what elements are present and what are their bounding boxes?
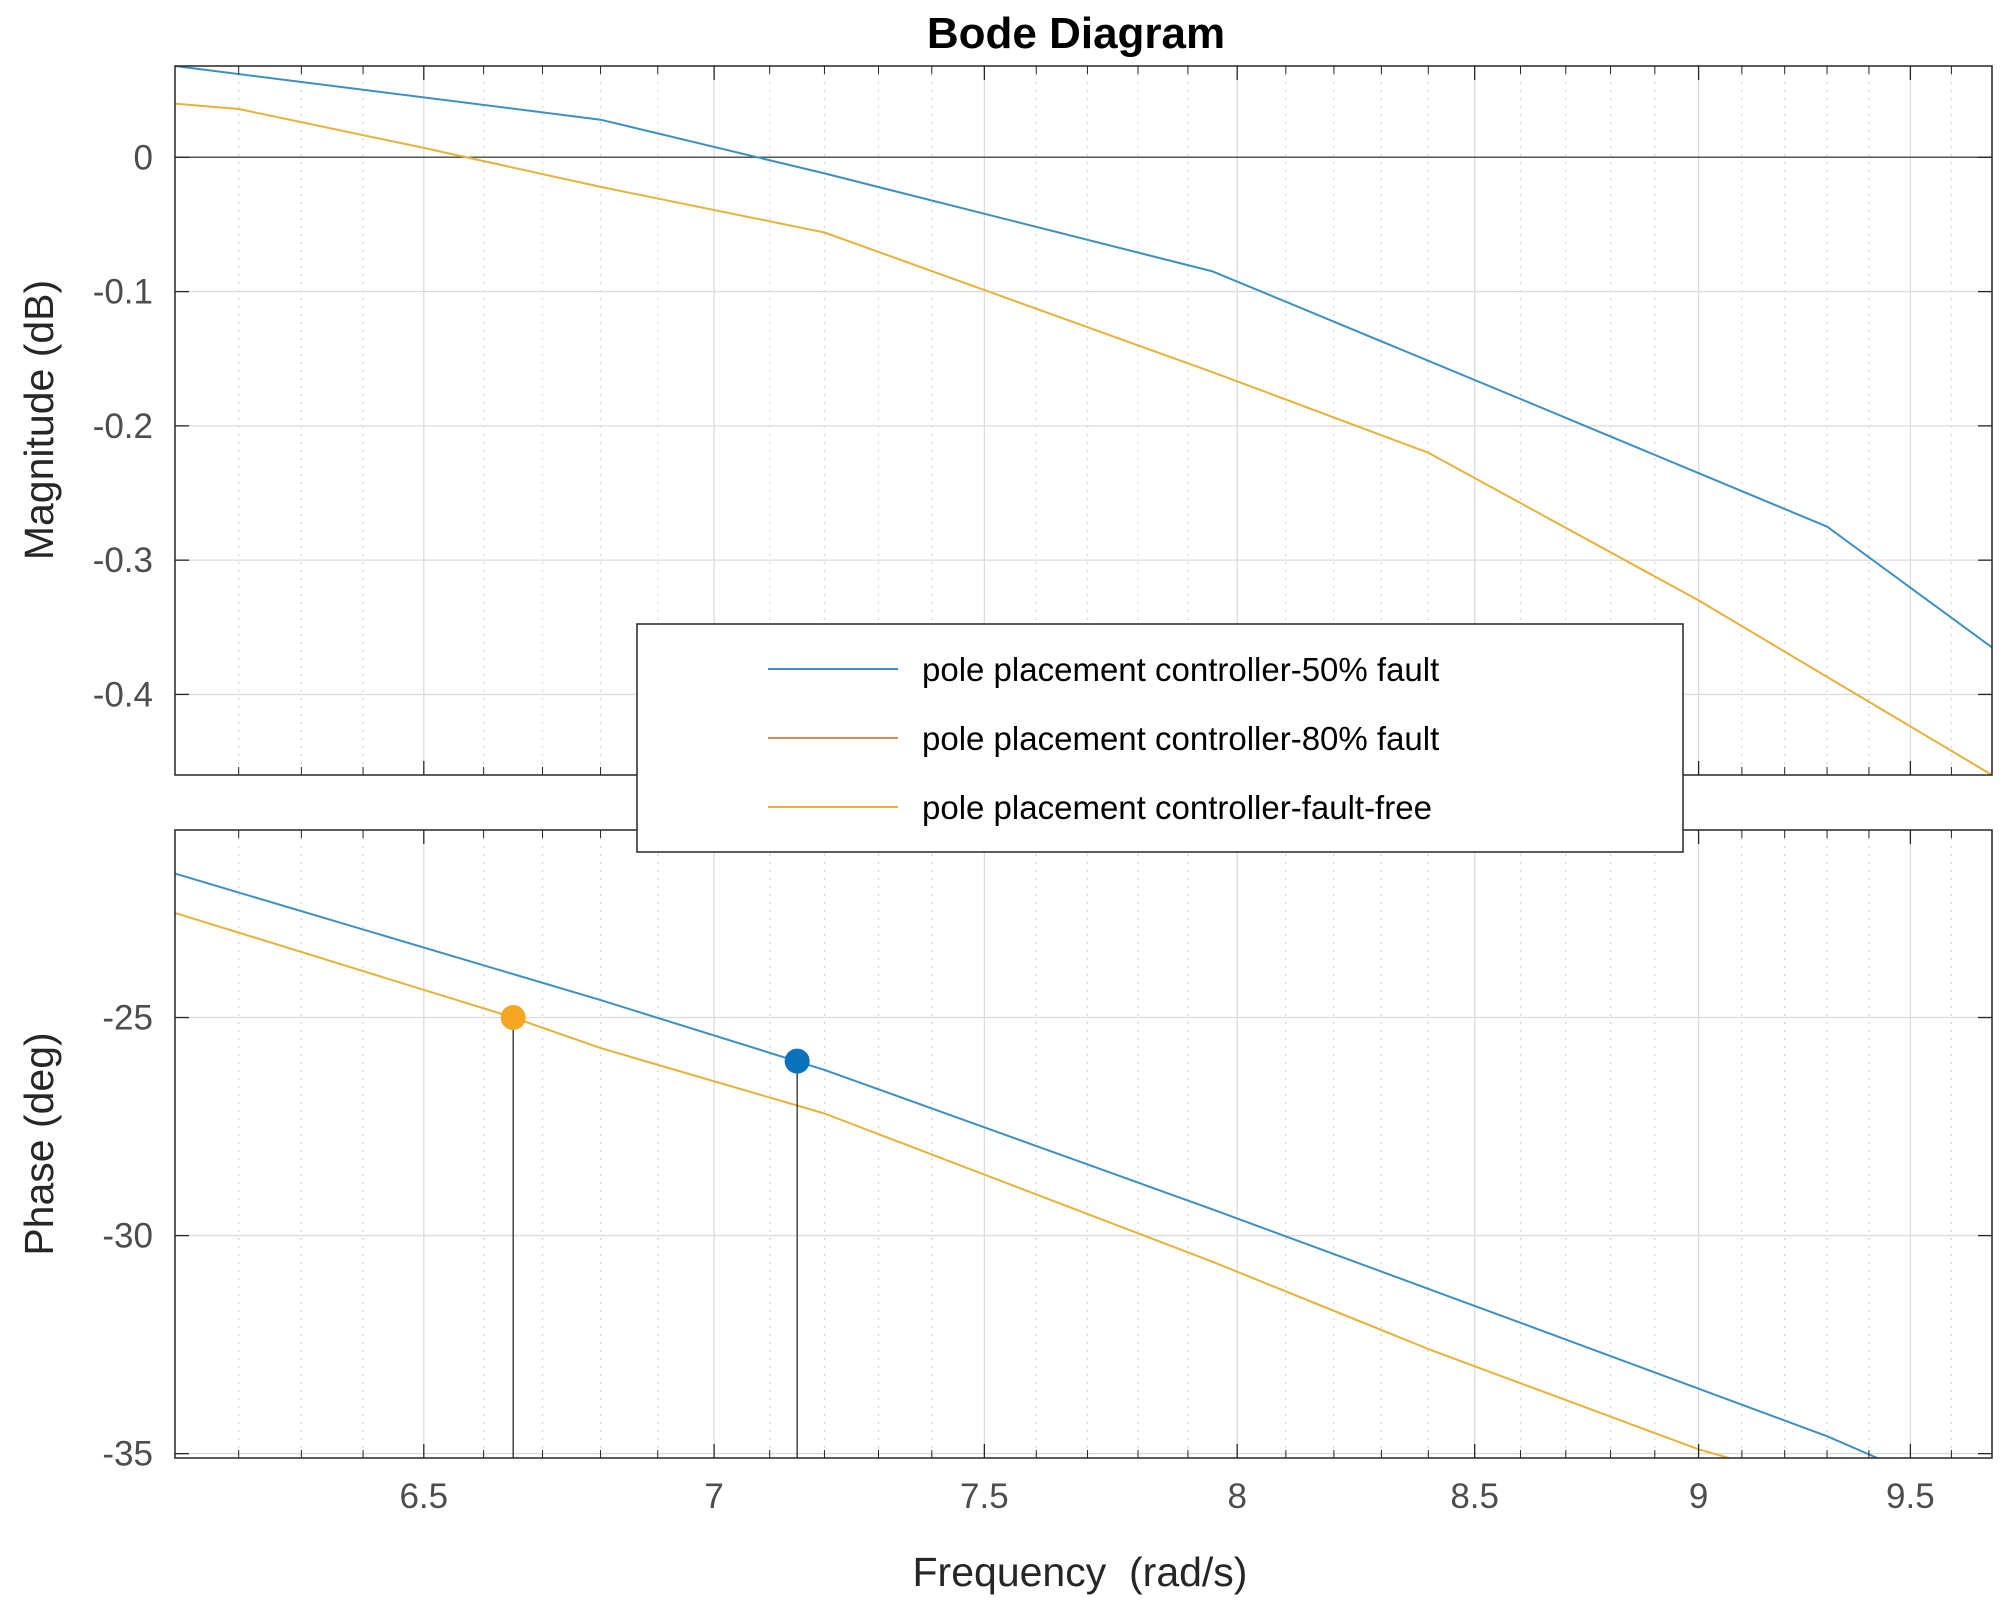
x-tick-label: 9.5 [1886,1477,1935,1516]
y-tick-label: -35 [102,1435,153,1474]
phase-panel: 6.5 7 7.5 8 8.5 9 9.5 -25 -30 -35 Phase (deg) [16,829,1993,1516]
legend: pole placement controller-50% fault pole… [636,623,1684,853]
y-tick-label: -30 [102,1217,153,1256]
series-line [174,65,1993,649]
legend-label-50-fault: pole placement controller-50% fault [922,651,1439,688]
series-line [174,911,1730,1459]
x-tick-label: 7 [704,1477,723,1516]
magnitude-ylabel: Magnitude (dB) [16,280,62,560]
y-tick-label: -0.4 [93,675,153,714]
x-tick-label: 6.5 [399,1477,448,1516]
magnitude-panel: 0 -0.1 -0.2 -0.3 -0.4 Magnitude (dB) [16,65,1993,776]
series-line [174,102,1993,776]
x-tick-label: 8.5 [1450,1477,1499,1516]
data-marker[interactable] [784,1048,810,1074]
chart-title: Bode Diagram [927,9,1225,58]
phase-ylabel: Phase (deg) [16,1032,62,1255]
data-marker[interactable] [500,1005,526,1031]
y-tick-label: -0.3 [93,541,153,580]
phase-axes-background [175,830,1992,1458]
x-tick-label: 8 [1227,1477,1246,1516]
x-axis-label: Frequency (rad/s) [913,1549,1248,1595]
y-tick-label: -0.2 [93,407,153,446]
y-tick-label: -0.1 [93,273,153,312]
y-tick-label: 0 [134,138,153,177]
x-tick-label: 9 [1689,1477,1708,1516]
legend-label-80-fault: pole placement controller-80% fault [922,720,1439,757]
y-tick-label: -25 [102,999,153,1038]
x-tick-label: 7.5 [960,1477,1009,1516]
series-line [174,872,1878,1459]
legend-label-fault-free: pole placement controller-fault-free [922,789,1432,826]
